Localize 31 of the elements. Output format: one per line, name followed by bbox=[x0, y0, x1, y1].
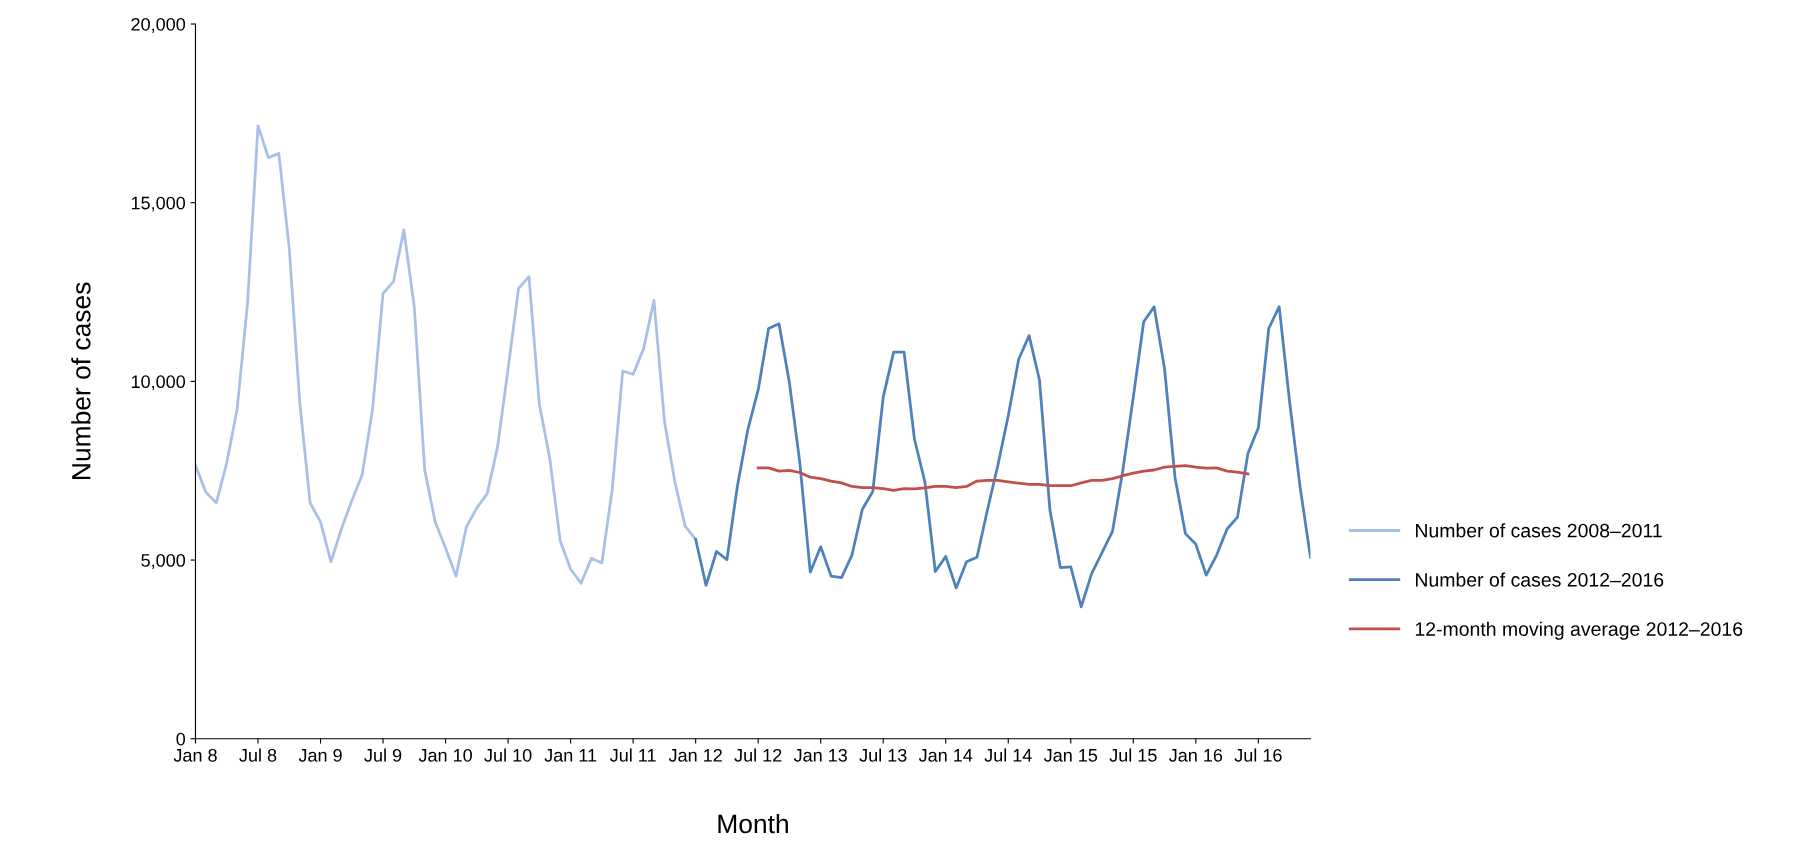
x-tick-label: Jan 13 bbox=[793, 748, 848, 762]
x-tick-label: Jan 9 bbox=[298, 748, 342, 762]
y-tick-label: 20,000 bbox=[131, 17, 186, 33]
x-tick-label: Jul 12 bbox=[734, 748, 782, 762]
line-series bbox=[195, 124, 698, 585]
x-tick-label: Jan 16 bbox=[1169, 748, 1223, 762]
y-tick-label: 15,000 bbox=[131, 196, 186, 212]
x-tick-label: Jan 14 bbox=[918, 749, 973, 762]
legend-label: Number of cases 2012–2016 bbox=[1416, 572, 1664, 587]
x-tick-label: Jul 11 bbox=[609, 748, 656, 762]
x-tick-label: Jan 11 bbox=[544, 749, 597, 762]
x-tick-label: Jan 15 bbox=[1043, 749, 1098, 762]
x-axis-title: Month bbox=[718, 813, 788, 834]
x-tick-label: Jan 10 bbox=[418, 748, 472, 762]
y-axis-title: Number of cases bbox=[71, 282, 91, 479]
x-tick-label: Jan 12 bbox=[668, 748, 722, 762]
y-tick-label: 0 bbox=[176, 732, 186, 746]
x-tick-label: Jul 16 bbox=[1234, 748, 1282, 762]
x-tick-label: Jul 13 bbox=[859, 748, 907, 762]
x-tick-label: Jul 9 bbox=[364, 748, 402, 762]
y-tick-label: 5,000 bbox=[141, 553, 186, 569]
x-tick-label: Jul 8 bbox=[239, 748, 277, 762]
x-tick-label: Jul 10 bbox=[484, 748, 532, 762]
line-series bbox=[756, 464, 1250, 492]
line-series bbox=[694, 305, 1311, 609]
legend-label: 12-month moving average 2012–2016 bbox=[1415, 621, 1743, 640]
y-tick-label: 10,000 bbox=[131, 375, 186, 391]
legend-label: Number of cases 2008–2011 bbox=[1416, 523, 1662, 538]
x-tick-label: Jul 15 bbox=[1109, 748, 1157, 762]
x-tick-label: Jul 14 bbox=[984, 748, 1032, 762]
x-tick-label: Jan 8 bbox=[173, 748, 217, 762]
